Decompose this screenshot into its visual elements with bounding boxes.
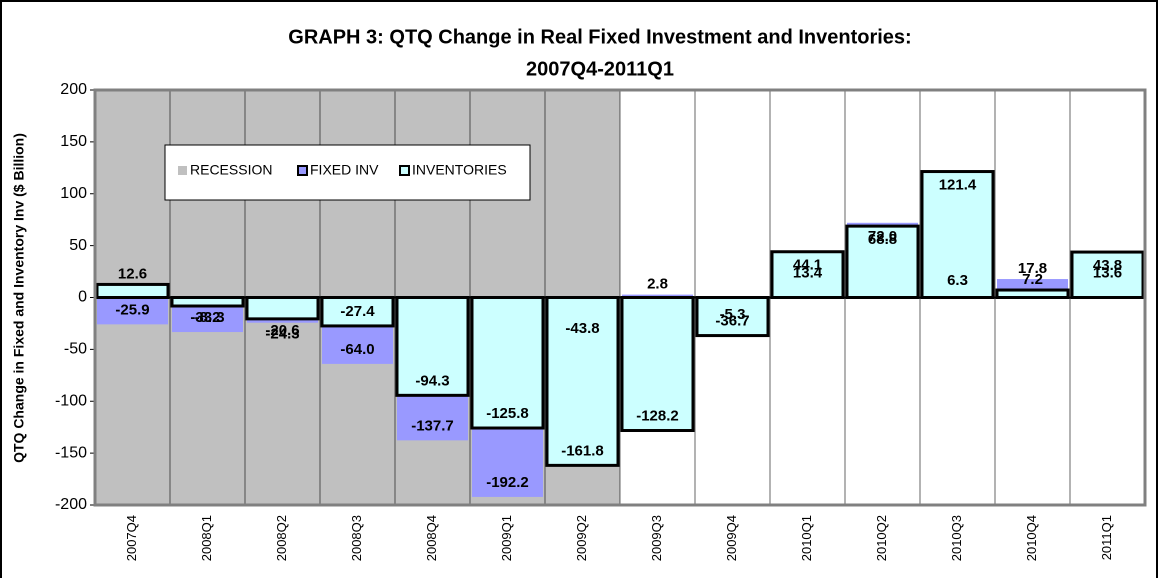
x-tick-label: 2010Q1 [799,515,814,561]
x-tick-label: 2009Q2 [574,515,589,561]
bar [995,288,1070,299]
data-label: -161.8 [561,442,604,459]
data-label: 13.6 [1093,264,1122,281]
legend-swatch [297,165,308,176]
x-tick-label: 2008Q1 [199,515,214,561]
y-tick-label: 200 [60,81,87,98]
x-tick-label: 2010Q4 [1024,515,1039,561]
data-label: 6.3 [947,272,968,289]
chart-title: GRAPH 3: QTQ Change in Real Fixed Invest… [288,26,911,48]
data-label: -64.0 [340,341,374,358]
data-label: 7.2 [1022,271,1043,288]
data-label: -5.3 [720,306,746,323]
bar [395,296,470,397]
bar [545,296,620,467]
y-axis-label: QTQ Change in Fixed and Inventory Inv ($… [11,133,27,463]
x-tick-label: 2007Q4 [124,515,139,561]
x-tick-label: 2008Q3 [349,515,364,561]
x-tick-label: 2009Q1 [499,515,514,561]
data-label: 2.8 [647,276,668,293]
bar [170,296,245,308]
data-label: -25.9 [115,301,149,318]
y-tick-label: -150 [55,444,87,461]
data-label: -128.2 [636,407,679,424]
bar [770,250,845,299]
bar [470,296,545,430]
data-label: -27.4 [340,303,375,320]
x-tick-label: 2009Q3 [649,515,664,561]
data-label: -24.3 [265,326,299,343]
plot-border [93,88,1147,507]
y-tick-label: -200 [55,496,87,513]
data-label: -20.6 [265,322,299,339]
data-label: -125.8 [486,405,529,422]
bar [320,296,395,328]
data-label: -33.3 [190,309,224,326]
legend-label: FIXED INV [310,162,379,178]
data-label: 12.6 [118,265,147,282]
bar [620,296,695,433]
x-tick-label: 2008Q2 [274,515,289,561]
data-label: 121.4 [939,177,977,194]
x-tick-label: 2008Q4 [424,515,439,561]
data-label: -36.7 [715,313,749,330]
bar [97,297,168,325]
data-label: -137.7 [411,417,454,434]
data-label: 44.1 [793,257,822,274]
y-tick-label: -100 [55,392,87,409]
legend-swatch [399,165,410,176]
x-tick-label: 2010Q2 [874,515,889,561]
data-label: -94.3 [415,372,449,389]
x-tick-label: 2010Q3 [949,515,964,561]
data-label: 68.8 [868,231,897,248]
data-label: 17.8 [1018,260,1047,277]
data-label: -43.8 [565,320,599,337]
y-tick-label: 0 [78,289,87,306]
x-tick-label: 2009Q4 [724,515,739,561]
legend-box [164,144,531,201]
bar [695,296,770,338]
chart-subtitle: 2007Q4-2011Q1 [526,58,674,80]
data-label: 43.8 [1093,257,1122,274]
legend-swatch [178,166,187,175]
bar [245,296,320,321]
data-label: 72.0 [868,228,897,245]
y-tick-label: 100 [60,185,87,202]
data-label: -8.2 [195,309,221,326]
data-label: 13.4 [793,265,823,282]
y-tick-label: 50 [69,237,87,254]
y-tick-label: 150 [60,133,87,150]
legend-label: INVENTORIES [412,162,507,178]
y-tick-label: -50 [64,341,87,358]
data-label: -192.2 [486,474,529,491]
bar [95,282,170,299]
legend-label: RECESSION [190,162,272,178]
x-tick-label: 2011Q1 [1099,515,1114,560]
